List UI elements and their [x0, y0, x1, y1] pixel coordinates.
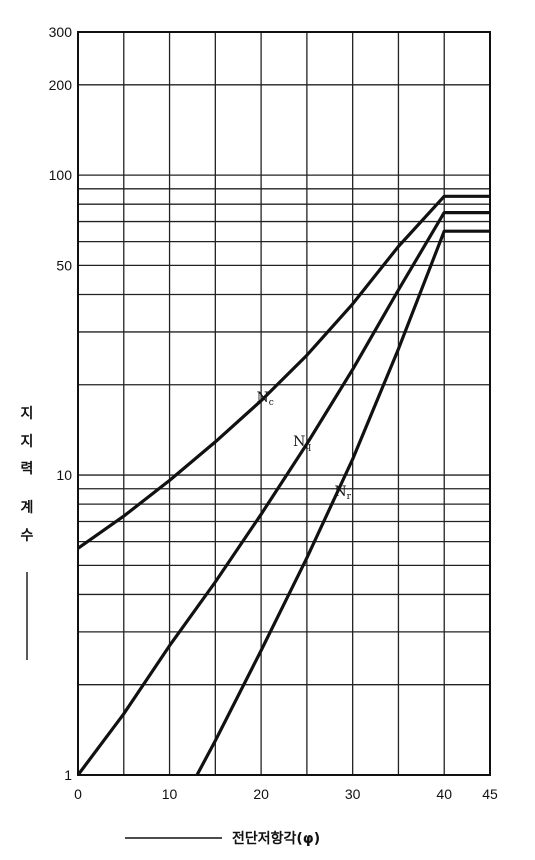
x-tick-label: 20 — [253, 786, 269, 802]
y-tick-label: 100 — [49, 167, 73, 183]
x-tick-label: 30 — [345, 786, 361, 802]
x-axis-ticks: 0 10 20 30 40 45 — [74, 786, 498, 802]
y-tick-label: 10 — [56, 467, 72, 483]
x-tick-label: 40 — [436, 786, 452, 802]
y-tick-label: 50 — [56, 257, 72, 273]
x-axis-label-text: 전단저항각(φ) — [232, 830, 320, 847]
y-tick-label: 300 — [49, 24, 73, 40]
curve-label-Nq: Nq — [293, 434, 311, 452]
curve-label-Nc: Nc — [257, 390, 274, 408]
x-tick-label: 0 — [74, 786, 82, 802]
x-axis-label: 전단저항각(φ) — [125, 830, 320, 847]
series-Nr-line — [195, 229, 490, 776]
series-Nq-line — [76, 211, 490, 776]
y-axis-ticks: 1 10 50 100 200 300 — [49, 24, 73, 783]
curve-labels: Nc Nq Nr — [257, 390, 352, 502]
curve-label-Nr: Nr — [334, 484, 351, 502]
curves — [76, 194, 490, 776]
x-tick-label: 10 — [162, 786, 178, 802]
y-tick-label: 1 — [64, 767, 72, 783]
y-tick-label: 200 — [49, 77, 73, 93]
series-Nc-line — [77, 194, 490, 550]
grid-lines — [78, 32, 490, 775]
x-tick-label: 45 — [482, 786, 498, 802]
plot-border — [77, 31, 491, 776]
